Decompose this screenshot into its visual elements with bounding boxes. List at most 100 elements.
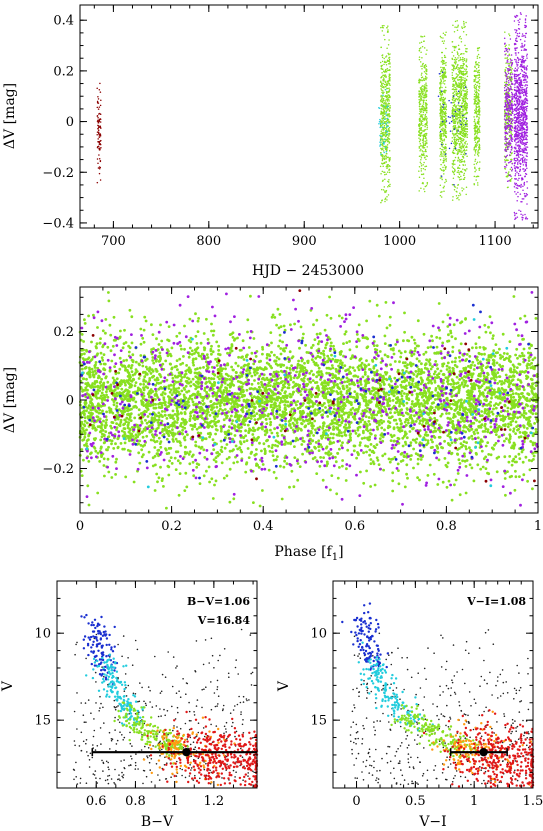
light-curve-point bbox=[425, 94, 428, 96]
light-curve-point bbox=[99, 143, 102, 146]
light-curve-point bbox=[510, 158, 512, 161]
light-curve-point bbox=[513, 150, 516, 152]
light-curve-point bbox=[510, 125, 513, 127]
light-curve-point bbox=[458, 96, 460, 98]
light-curve-point bbox=[477, 137, 479, 139]
light-curve-point bbox=[518, 119, 520, 122]
light-curve-point bbox=[476, 115, 479, 118]
light-curve-point bbox=[384, 123, 387, 125]
light-curve-point bbox=[524, 85, 526, 87]
light-curve-point bbox=[98, 168, 101, 170]
light-curve-point bbox=[388, 89, 391, 91]
light-curve-point bbox=[521, 60, 524, 63]
light-curve-point bbox=[451, 119, 454, 121]
light-curve-point bbox=[443, 83, 446, 85]
light-curve-point bbox=[389, 115, 391, 118]
light-curve-point bbox=[524, 118, 527, 120]
light-curve-point bbox=[452, 116, 455, 119]
light-curve-point bbox=[439, 158, 442, 161]
light-curve-point bbox=[442, 106, 444, 108]
light-curve-point bbox=[418, 102, 421, 104]
light-curve-point bbox=[524, 149, 526, 151]
light-curve-point bbox=[420, 95, 423, 98]
light-curve-point bbox=[513, 103, 516, 105]
light-curve-point bbox=[457, 150, 459, 152]
light-curve-point bbox=[510, 65, 513, 67]
light-curve-point bbox=[425, 95, 427, 98]
phase-point bbox=[183, 489, 187, 492]
light-curve-point bbox=[445, 61, 447, 64]
light-curve-point bbox=[459, 95, 461, 97]
light-curve-point bbox=[474, 154, 476, 156]
light-curve-point bbox=[521, 125, 523, 128]
light-curve-point bbox=[509, 143, 511, 145]
light-curve-point bbox=[424, 108, 426, 111]
light-curve-point bbox=[475, 146, 477, 148]
light-curve-point bbox=[508, 110, 511, 112]
light-curve-point bbox=[387, 125, 389, 127]
light-curve-point bbox=[451, 102, 454, 104]
light-curve-point bbox=[382, 150, 385, 152]
light-curve-point bbox=[460, 160, 463, 163]
light-curve-point bbox=[386, 199, 388, 201]
light-curve-point bbox=[519, 124, 522, 127]
light-curve-point bbox=[419, 161, 422, 163]
phase-point bbox=[313, 338, 317, 341]
light-curve-point bbox=[506, 158, 508, 161]
light-curve-point bbox=[440, 93, 442, 96]
phase-point bbox=[222, 418, 226, 422]
light-curve-point bbox=[98, 126, 100, 129]
light-curve-point bbox=[99, 121, 102, 123]
light-curve-point bbox=[442, 115, 445, 118]
light-curve-point bbox=[424, 113, 427, 116]
light-curve-point bbox=[385, 130, 387, 132]
light-curve-point bbox=[386, 145, 388, 147]
light-curve-point bbox=[385, 89, 387, 91]
light-curve-point bbox=[389, 53, 391, 55]
light-curve-point bbox=[443, 80, 445, 82]
light-curve-point bbox=[505, 49, 508, 52]
light-curve-point bbox=[457, 160, 459, 162]
light-curve-point bbox=[464, 125, 466, 128]
light-curve-point bbox=[508, 141, 510, 143]
light-curve-point bbox=[440, 138, 443, 141]
phase-point bbox=[289, 323, 292, 327]
light-curve-point bbox=[514, 173, 517, 175]
light-curve-point bbox=[459, 68, 461, 70]
light-curve-point bbox=[382, 140, 384, 142]
light-curve-point bbox=[456, 197, 458, 200]
light-curve-point bbox=[381, 24, 384, 27]
light-curve-point bbox=[474, 87, 476, 90]
light-curve-point bbox=[519, 140, 522, 142]
light-curve-point bbox=[522, 161, 524, 164]
light-curve-point bbox=[461, 127, 464, 130]
light-curve-point bbox=[464, 107, 466, 110]
light-curve-point bbox=[458, 37, 461, 39]
light-curve-point bbox=[381, 96, 384, 98]
light-curve-point bbox=[424, 142, 427, 144]
light-curve-point bbox=[422, 109, 425, 112]
light-curve-point bbox=[457, 152, 459, 155]
light-curve-point bbox=[513, 152, 516, 155]
light-curve-point bbox=[477, 150, 479, 153]
light-curve-point bbox=[423, 154, 425, 157]
light-curve-point bbox=[515, 217, 517, 219]
phase-point bbox=[423, 433, 427, 437]
light-curve-point bbox=[523, 94, 525, 97]
light-curve-point bbox=[519, 58, 522, 61]
light-curve-point bbox=[422, 143, 425, 145]
light-curve-point bbox=[386, 117, 389, 120]
light-curve-point bbox=[507, 119, 510, 121]
light-curve-point bbox=[476, 128, 479, 130]
light-curve-point bbox=[445, 105, 448, 107]
phase-point bbox=[419, 458, 423, 461]
light-curve-point bbox=[517, 112, 519, 114]
light-curve-point bbox=[459, 171, 462, 173]
light-curve-point bbox=[511, 119, 514, 122]
light-curve-point bbox=[505, 146, 507, 148]
light-curve-point bbox=[439, 103, 442, 105]
light-curve-point bbox=[443, 40, 446, 42]
light-curve-point bbox=[420, 121, 422, 123]
light-curve-point bbox=[442, 90, 445, 93]
phase-point bbox=[468, 463, 472, 467]
